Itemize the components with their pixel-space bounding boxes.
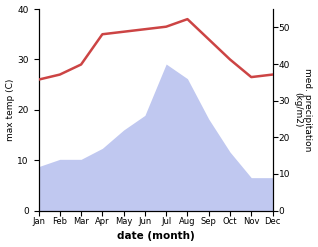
X-axis label: date (month): date (month): [117, 231, 194, 242]
Y-axis label: med. precipitation
(kg/m2): med. precipitation (kg/m2): [293, 68, 313, 152]
Y-axis label: max temp (C): max temp (C): [5, 79, 15, 141]
